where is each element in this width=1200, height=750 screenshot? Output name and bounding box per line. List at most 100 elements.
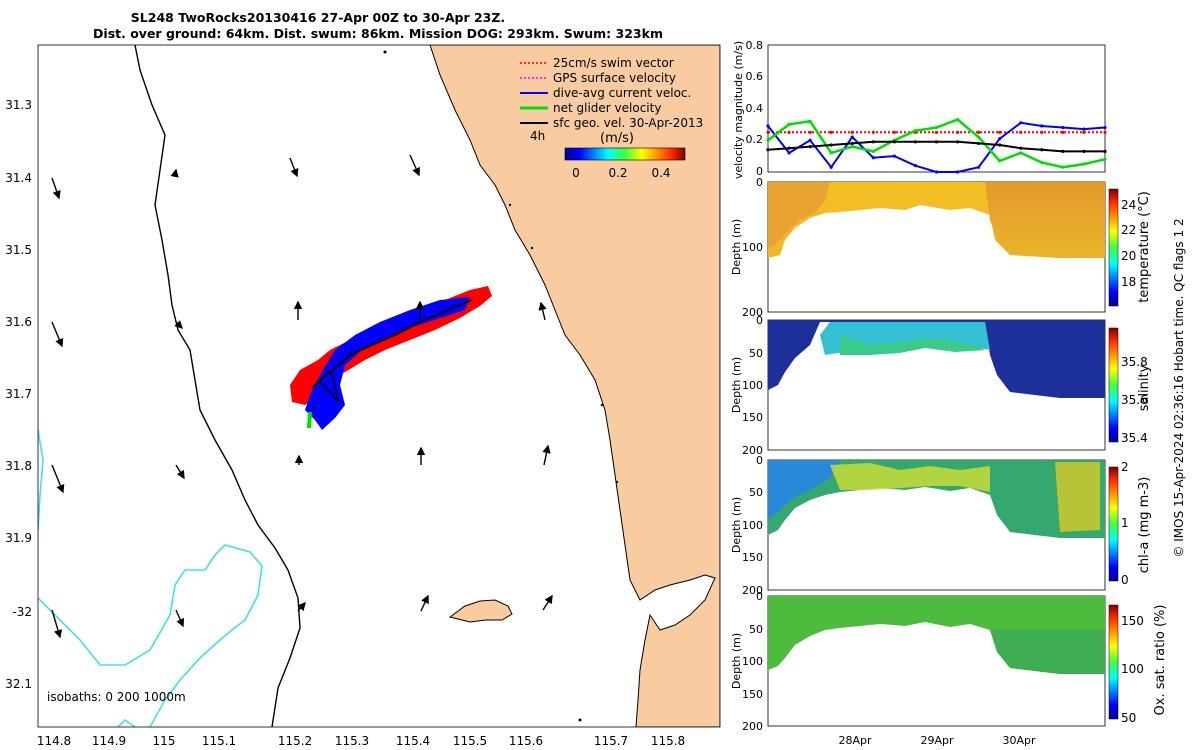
svg-text:0: 0 — [756, 454, 763, 467]
svg-text:50: 50 — [749, 347, 763, 360]
velocity-point — [1082, 149, 1086, 153]
velocity-point — [1019, 146, 1023, 150]
velocity-point — [913, 164, 918, 168]
svg-text:200: 200 — [742, 584, 763, 597]
svg-text:temperature (°C): temperature (°C) — [1137, 191, 1152, 303]
velocity-point — [850, 141, 854, 146]
velocity-point — [1082, 162, 1086, 166]
svg-text:50: 50 — [749, 623, 763, 636]
velocity-point — [1019, 151, 1023, 155]
velocity-point — [1019, 121, 1023, 125]
legend-geo: sfc geo. vel. 30-Apr-2013 — [553, 116, 703, 130]
svg-text:0.2: 0.2 — [608, 166, 627, 180]
svg-text:30Apr: 30Apr — [1002, 734, 1036, 747]
legend-swim: 25cm/s swim vector — [553, 56, 674, 70]
velocity-point — [829, 165, 833, 169]
title-line-2: Dist. over ground: 64km. Dist. swum: 86k… — [93, 26, 663, 41]
title-line-1: SL248 TwoRocks20130416 27-Apr 00Z to 30-… — [131, 10, 505, 25]
velocity-point — [892, 140, 896, 144]
velocity-point — [1040, 130, 1044, 134]
svg-text:150: 150 — [742, 551, 763, 564]
svg-text:salinity: salinity — [1137, 364, 1152, 411]
svg-text:1: 1 — [1121, 516, 1129, 530]
svg-text:Depth (m): Depth (m) — [730, 633, 743, 689]
velocity-point — [955, 170, 960, 174]
svg-text:31.9: 31.9 — [5, 531, 32, 545]
svg-text:0: 0 — [572, 166, 580, 180]
svg-text:150: 150 — [742, 688, 763, 701]
svg-text:200: 200 — [742, 720, 763, 733]
svg-text:115.4: 115.4 — [396, 734, 430, 748]
isobath-1000m — [38, 429, 263, 727]
section-colorbar-ticks: 24 22 20 18 35.8 35.6 35.4 2 1 0 150 100… — [1121, 198, 1148, 725]
svg-text:31.5: 31.5 — [5, 243, 32, 257]
velocity-point — [1061, 165, 1065, 169]
current-vector-swath — [305, 297, 470, 430]
velocity-point — [829, 151, 833, 155]
date-ticks: 28Apr 29Apr 30Apr — [838, 734, 1036, 747]
velocity-point — [1040, 160, 1044, 165]
velocity-point — [1103, 130, 1107, 134]
glider-path — [311, 299, 473, 389]
svg-text:chl-a (mg m-3): chl-a (mg m-3) — [1137, 477, 1152, 574]
velocity-point — [913, 129, 918, 133]
velocity-point — [892, 130, 896, 134]
glider-track — [290, 286, 492, 430]
svg-text:0.6: 0.6 — [746, 70, 764, 83]
svg-text:Depth (m): Depth (m) — [730, 219, 743, 275]
svg-text:35.4: 35.4 — [1121, 431, 1148, 445]
map-yticks: 31.3 31.4 31.5 31.6 31.7 31.8 31.9 -32 3… — [5, 98, 32, 691]
svg-text:24: 24 — [1121, 198, 1136, 212]
land-area — [429, 45, 720, 727]
svg-text:Ox. sat. ratio (%): Ox. sat. ratio (%) — [1153, 605, 1168, 716]
velocity-panel: 0 0.2 0.4 0.6 0.8 velocity magnitude (m/… — [732, 39, 1107, 179]
section-oxygen — [767, 595, 1119, 727]
svg-text:0: 0 — [756, 314, 763, 327]
svg-text:0: 0 — [1121, 573, 1129, 587]
velocity-point — [955, 140, 960, 144]
velocity-point — [808, 119, 812, 123]
map-panel: 114.8 114.9 115 115.1 115.2 115.3 115.4 … — [5, 44, 721, 748]
velocity-point — [1082, 127, 1086, 131]
svg-text:150: 150 — [742, 411, 763, 424]
velocity-point — [1061, 149, 1065, 153]
svg-text:50: 50 — [749, 486, 763, 499]
velocity-point — [787, 130, 791, 134]
section-salinity — [767, 319, 1119, 451]
net-velocity-tick — [307, 412, 312, 428]
svg-text:115.5: 115.5 — [453, 734, 487, 748]
svg-text:115.6: 115.6 — [509, 734, 543, 748]
svg-text:31.6: 31.6 — [5, 315, 32, 329]
velocity-point — [871, 140, 875, 144]
footer-credit: © IMOS 15-Apr-2024 02:36:16 Hobart time.… — [1172, 218, 1186, 557]
svg-text:200: 200 — [742, 444, 763, 457]
velocity-point — [850, 135, 854, 139]
island — [448, 599, 513, 623]
svg-text:-32: -32 — [12, 605, 32, 619]
velocity-point — [934, 140, 939, 144]
velocity-point — [787, 151, 791, 155]
velocity-ylabel: velocity magnitude (m/s) — [732, 41, 745, 179]
isobaths-label: isobaths: 0 200 1000m — [47, 690, 186, 704]
svg-text:0.4: 0.4 — [746, 102, 764, 115]
velocity-point — [1040, 124, 1044, 128]
velocity-point — [766, 148, 770, 152]
map-frame — [37, 44, 721, 728]
svg-text:32.1: 32.1 — [5, 677, 32, 691]
velocity-point — [1019, 130, 1023, 134]
map-colorbar — [564, 147, 686, 161]
legend-gps: GPS surface velocity — [553, 71, 676, 85]
velocity-point — [998, 130, 1002, 134]
velocity-point — [1103, 149, 1107, 153]
section-chla — [767, 459, 1119, 591]
velocity-point — [1040, 148, 1044, 152]
velocity-point — [808, 145, 812, 149]
svg-text:200: 200 — [742, 306, 763, 319]
velocity-point — [871, 130, 875, 134]
svg-text:100: 100 — [1121, 662, 1144, 676]
svg-text:2: 2 — [1121, 460, 1129, 474]
velocity-series — [766, 118, 1107, 174]
velocity-point — [871, 149, 875, 153]
svg-text:115.3: 115.3 — [335, 734, 369, 748]
